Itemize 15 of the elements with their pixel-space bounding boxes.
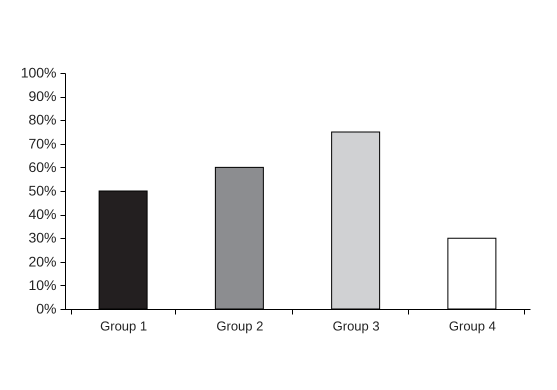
y-tick-label: 30%: [28, 230, 56, 246]
y-tick-label: 100%: [20, 64, 56, 80]
y-tick-label: 60%: [28, 158, 56, 175]
y-tick-label: 40%: [28, 206, 56, 222]
y-tick-label: 80%: [28, 112, 56, 128]
y-tick-label: 50%: [28, 182, 56, 198]
x-tick-label: Group 2: [216, 318, 264, 334]
y-tick-label: 0%: [36, 300, 56, 316]
x-tick-label: Group 1: [100, 318, 148, 334]
x-tick-label: Group 4: [448, 318, 496, 334]
y-tick-label: 20%: [28, 253, 56, 270]
x-tick-label: Group 3: [332, 318, 380, 334]
y-tick-label: 70%: [28, 135, 56, 152]
y-tick-label: 10%: [28, 276, 56, 293]
y-tick-label: 90%: [28, 88, 56, 104]
